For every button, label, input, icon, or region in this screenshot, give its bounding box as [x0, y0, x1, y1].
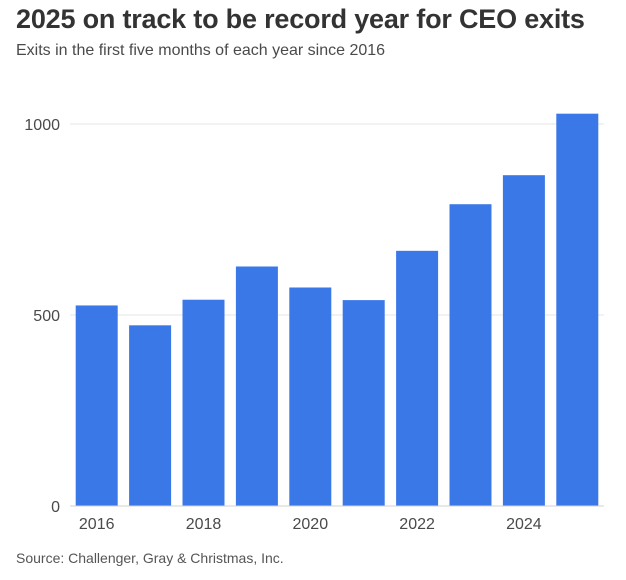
chart-title: 2025 on track to be record year for CEO … — [16, 4, 585, 34]
bar-2025 — [556, 113, 599, 506]
x-tick-label: 2022 — [399, 516, 435, 533]
bar-2018 — [182, 299, 225, 506]
bar-2020 — [289, 287, 332, 506]
bar-2016 — [75, 305, 118, 506]
bar-2021 — [342, 300, 385, 506]
x-tick-label: 2016 — [79, 516, 115, 533]
x-tick-label: 2020 — [293, 516, 329, 533]
bar-2022 — [396, 250, 439, 506]
y-tick-label: 0 — [51, 499, 60, 516]
y-tick-label: 500 — [33, 308, 60, 325]
bar-chart: 0 500 1000 2016 2018 2020 2022 2024 — [24, 113, 604, 533]
x-tick-label: 2018 — [186, 516, 222, 533]
source-note: Source: Challenger, Gray & Christmas, In… — [16, 550, 284, 566]
bar-2017 — [129, 325, 172, 506]
bar-2023 — [449, 204, 492, 506]
bar-2019 — [235, 266, 278, 506]
bar-2024 — [502, 175, 545, 507]
x-tick-label: 2024 — [506, 516, 542, 533]
chart-subtitle: Exits in the first five months of each y… — [16, 42, 386, 59]
y-tick-label: 1000 — [24, 117, 60, 134]
